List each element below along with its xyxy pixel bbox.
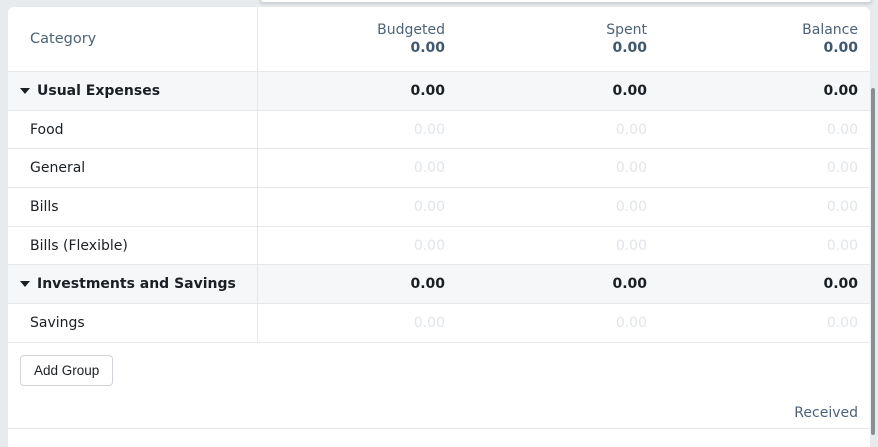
add-group-button[interactable]: Add Group [20, 355, 114, 387]
category-value[interactable]: 0.00 [413, 160, 445, 177]
income-header: Received [8, 399, 870, 429]
category-value: 0.00 [615, 314, 647, 331]
collapse-triangle-icon[interactable] [20, 87, 30, 94]
scrollbar[interactable] [871, 88, 875, 435]
group-value: 0.00 [410, 276, 445, 293]
group-value: 0.00 [612, 82, 647, 99]
group-name[interactable]: Investments and Savings [37, 276, 236, 293]
category-name[interactable]: Bills (Flexible) [8, 226, 258, 265]
category-value: 0.00 [826, 160, 858, 177]
popover-edge [260, 0, 872, 3]
group-value: 0.00 [823, 82, 858, 99]
category-value: 0.00 [615, 198, 647, 215]
category-value: 0.00 [826, 314, 858, 331]
category-value[interactable]: 0.00 [413, 198, 445, 215]
group-row[interactable]: Usual Expenses 0.00 0.00 0.00 [8, 72, 870, 111]
category-header: Category [8, 7, 258, 71]
group-row[interactable]: Investments and Savings 0.00 0.00 0.00 [8, 265, 870, 305]
group-value: 0.00 [612, 276, 647, 293]
category-value[interactable]: 0.00 [413, 237, 445, 254]
category-row[interactable]: Bills 0.00 0.00 0.00 [8, 188, 870, 227]
category-value: 0.00 [615, 160, 647, 177]
category-value[interactable]: 0.00 [413, 314, 445, 331]
spent-header: Spent 0.00 [606, 22, 647, 56]
category-value: 0.00 [615, 237, 647, 254]
group-value: 0.00 [823, 276, 858, 293]
balance-header: Balance 0.00 [802, 22, 858, 56]
group-name[interactable]: Usual Expenses [37, 82, 161, 99]
category-name[interactable]: Savings [8, 304, 258, 342]
category-row[interactable]: Food 0.00 0.00 0.00 [8, 110, 870, 150]
category-row[interactable]: Bills (Flexible) 0.00 0.00 0.00 [8, 226, 870, 266]
group-value: 0.00 [410, 82, 445, 99]
category-row[interactable]: General 0.00 0.00 0.00 [8, 149, 870, 189]
collapse-triangle-icon[interactable] [20, 281, 30, 288]
received-header: Received [794, 405, 858, 422]
category-value: 0.00 [826, 198, 858, 215]
table-header: Category Budgeted 0.00 Spent 0.00 Balance 0… [8, 7, 870, 72]
category-name[interactable]: General [8, 149, 258, 188]
category-value[interactable]: 0.00 [413, 121, 445, 138]
category-name[interactable]: Food [8, 110, 258, 149]
budget-table: Category Budgeted 0.00 Spent 0.00 Balance 0… [8, 7, 870, 447]
category-row[interactable]: Savings 0.00 0.00 0.00 [8, 304, 870, 343]
category-name[interactable]: Bills [8, 188, 258, 226]
category-value: 0.00 [826, 237, 858, 254]
category-value: 0.00 [615, 121, 647, 138]
category-value: 0.00 [826, 121, 858, 138]
budgeted-header: Budgeted 0.00 [377, 22, 445, 56]
